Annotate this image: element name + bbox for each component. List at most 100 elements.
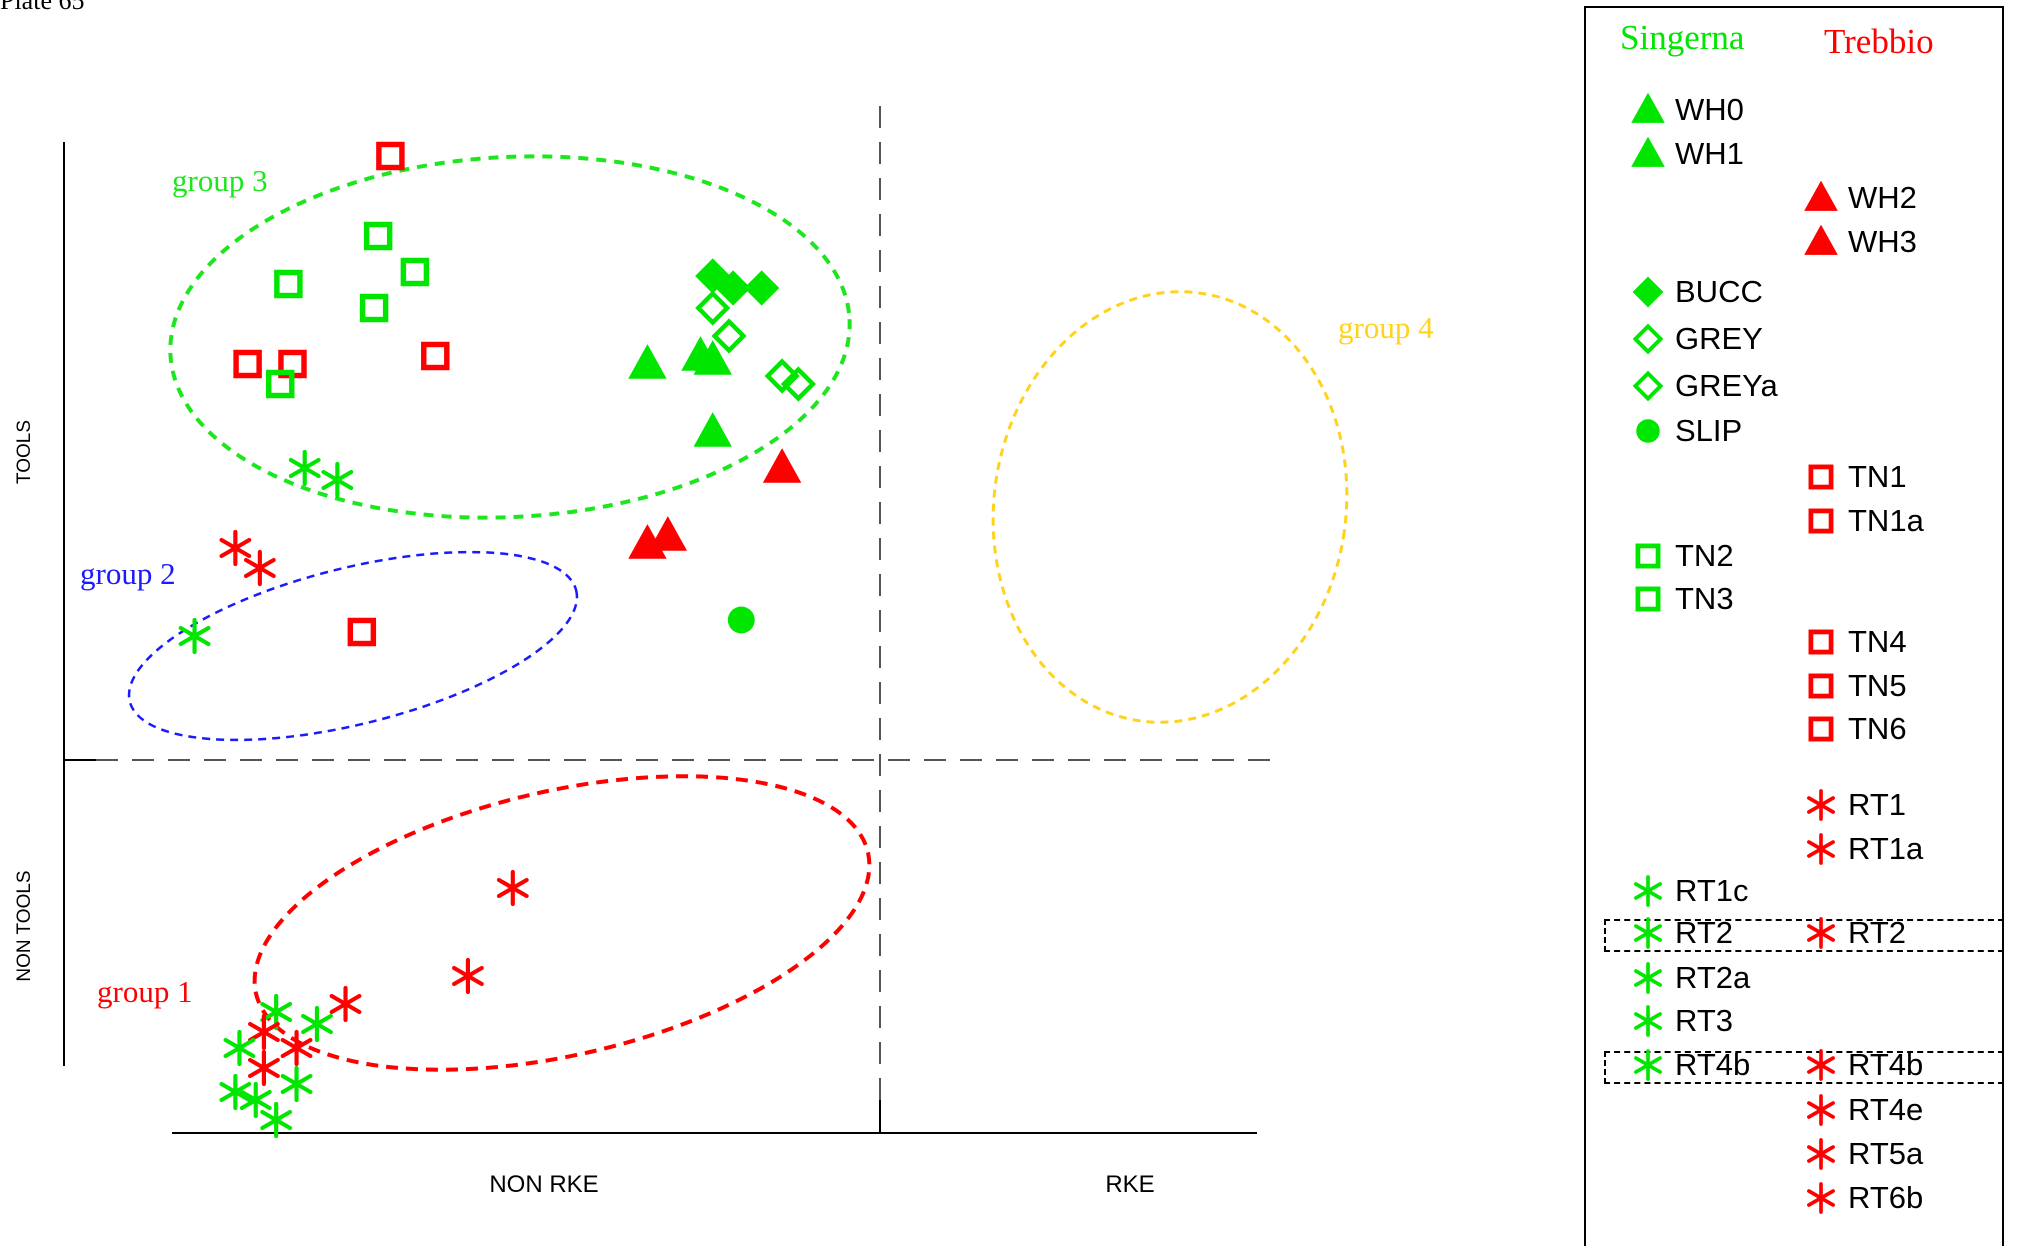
asterisk-marker-icon <box>1634 875 1662 907</box>
data-point-asterisk-singerna <box>219 1073 252 1111</box>
data-point-diamond-open-singerna <box>764 358 800 394</box>
group2-ellipse <box>127 550 579 742</box>
group1-label: group 1 <box>97 974 193 1009</box>
legend-item-rt5a-trebbio: RT5a <box>1804 1134 1923 1174</box>
legend-item-label: RT3 <box>1675 1003 1734 1038</box>
data-point-asterisk-singerna <box>288 449 321 487</box>
data-point-diamond-open-singerna <box>695 290 731 326</box>
data-point-triangle-trebbio <box>648 516 688 551</box>
group4-label: group 4 <box>1338 310 1434 345</box>
legend-item-label: RT1a <box>1848 831 1924 866</box>
legend-item-tn4-trebbio: TN4 <box>1804 622 1907 662</box>
data-point-triangle-singerna <box>628 344 667 379</box>
legend-item-label: RT4e <box>1848 1092 1924 1127</box>
data-point-asterisk-trebbio <box>247 1049 280 1087</box>
legend-highlight-rt4b <box>1604 1051 2004 1084</box>
data-point-triangle-singerna <box>693 412 732 447</box>
data-point-asterisk-trebbio <box>247 1013 280 1051</box>
triangle-marker-icon <box>1631 93 1665 123</box>
data-point-square-open-singerna <box>266 369 295 399</box>
plate-label: Plate 65 <box>0 0 85 15</box>
data-point-triangle-trebbio <box>762 448 802 483</box>
legend-item-label: RT1 <box>1848 787 1907 822</box>
data-point-asterisk-singerna <box>260 1101 293 1139</box>
asterisk-marker-icon <box>1807 1049 1835 1081</box>
legend-item-rt1c-singerna: RT1c <box>1631 871 1749 911</box>
diamond-filled-marker-icon <box>1632 276 1664 308</box>
circle-marker-icon <box>1636 419 1660 443</box>
legend-item-rt2-singerna: RT2 <box>1631 913 1733 953</box>
data-point-square-open-trebbio <box>347 617 377 647</box>
legend-item-label: TN5 <box>1848 668 1907 703</box>
legend-heading-trebbio: Trebbio <box>1824 22 1934 61</box>
data-points <box>178 141 816 1139</box>
legend-item-wh3-trebbio: WH3 <box>1804 222 1917 262</box>
legend-item-grey-singerna: GREY <box>1631 319 1763 359</box>
asterisk-marker-icon <box>1634 962 1662 994</box>
triangle-marker-icon <box>1631 137 1665 167</box>
data-point-asterisk-trebbio <box>451 957 484 995</box>
triangle-marker-icon <box>1804 181 1838 211</box>
legend-item-rt4e-trebbio: RT4e <box>1804 1090 1923 1130</box>
legend-item-rt3-singerna: RT3 <box>1631 1001 1733 1041</box>
group2-label: group 2 <box>80 556 176 591</box>
legend-item-label: GREYa <box>1675 368 1778 403</box>
asterisk-marker-icon <box>1634 1049 1662 1081</box>
data-point-asterisk-singerna <box>280 1065 313 1103</box>
asterisk-marker-icon <box>1807 1094 1835 1126</box>
legend-item-rt4b-trebbio: RT4b <box>1804 1045 1923 1085</box>
legend-item-label: RT4b <box>1848 1047 1924 1082</box>
data-point-asterisk-singerna <box>301 1005 333 1043</box>
data-point-asterisk-trebbio <box>219 529 252 567</box>
legend-item-tn1a-trebbio: TN1a <box>1804 501 1924 541</box>
x-label-non-rke: NON RKE <box>489 1171 598 1198</box>
asterisk-marker-icon <box>1807 1138 1835 1170</box>
x-label-rke: RKE <box>1105 1171 1154 1198</box>
data-point-asterisk-trebbio <box>280 1029 313 1067</box>
asterisk-marker-icon <box>1807 833 1835 865</box>
data-point-diamond-filled-singerna <box>744 270 780 306</box>
data-point-asterisk-singerna <box>178 617 211 655</box>
legend-item-rt1-trebbio: RT1 <box>1804 785 1906 825</box>
asterisk-marker-icon <box>1807 917 1835 949</box>
legend-item-tn5-trebbio: TN5 <box>1804 666 1907 706</box>
legend-item-label: RT4b <box>1675 1047 1751 1082</box>
legend-item-label: WH3 <box>1848 224 1917 259</box>
legend-highlight-rt2 <box>1604 919 2004 952</box>
data-point-diamond-open-singerna <box>780 366 816 402</box>
legend-item-label: TN3 <box>1675 581 1734 616</box>
data-point-asterisk-singerna <box>223 1029 256 1067</box>
data-point-circle-singerna <box>727 606 755 634</box>
asterisk-marker-icon <box>1634 917 1662 949</box>
legend-item-label: TN4 <box>1848 624 1907 659</box>
legend-item-label: RT2a <box>1675 960 1751 995</box>
legend-item-label: RT2 <box>1675 915 1734 950</box>
data-point-asterisk-trebbio <box>243 549 276 587</box>
legend-item-rt6b-trebbio: RT6b <box>1804 1178 1923 1218</box>
data-point-square-open-singerna <box>274 269 303 299</box>
legend-item-label: BUCC <box>1675 274 1763 309</box>
legend-item-tn6-trebbio: TN6 <box>1804 709 1907 749</box>
group3-ellipse <box>168 154 852 520</box>
group3-label: group 3 <box>172 163 268 198</box>
data-point-square-open-trebbio <box>421 341 450 371</box>
asterisk-marker-icon <box>1807 1182 1835 1214</box>
data-point-triangle-singerna <box>693 340 732 375</box>
legend-item-rt2a-singerna: RT2a <box>1631 958 1750 998</box>
square-open-marker-icon <box>1635 586 1661 612</box>
legend-item-wh2-trebbio: WH2 <box>1804 178 1917 218</box>
square-open-marker-icon <box>1808 508 1834 534</box>
legend-item-tn2-singerna: TN2 <box>1631 536 1734 576</box>
data-point-asterisk-singerna <box>321 461 354 499</box>
data-point-diamond-filled-singerna <box>715 270 751 306</box>
square-open-marker-icon <box>1808 673 1834 699</box>
legend-item-rt1a-trebbio: RT1a <box>1804 829 1923 869</box>
y-label-tools: TOOLS <box>14 420 35 484</box>
legend-item-tn3-singerna: TN3 <box>1631 579 1734 619</box>
data-point-square-open-singerna <box>363 221 393 251</box>
y-label-non-tools: NON TOOLS <box>14 870 35 981</box>
legend-item-label: RT2 <box>1848 915 1907 950</box>
diamond-open-marker-icon <box>1632 370 1664 402</box>
asterisk-marker-icon <box>1807 789 1835 821</box>
scatter-plot: group 3 group 2 group 1 group 4 NON RKE … <box>14 106 1434 1198</box>
